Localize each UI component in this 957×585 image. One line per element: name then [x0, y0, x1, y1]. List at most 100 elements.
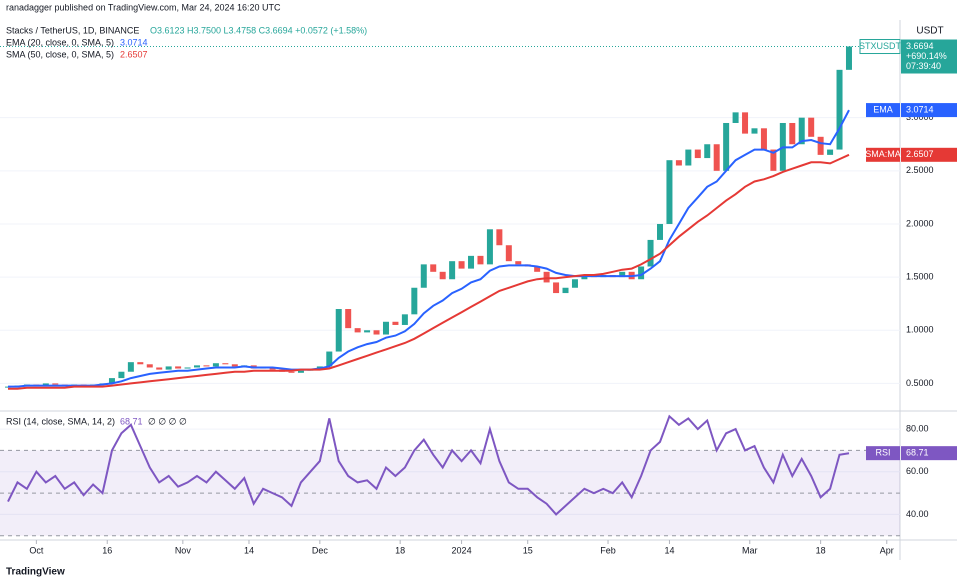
candle — [194, 365, 201, 368]
sma-tag-value-box — [901, 147, 957, 162]
candle — [449, 261, 456, 280]
candle — [42, 383, 49, 386]
candle — [477, 255, 484, 265]
candle — [657, 223, 663, 240]
sma-legend-value: 2.6507 — [120, 49, 148, 59]
line-series — [7, 414, 850, 516]
candle — [732, 112, 739, 123]
sma-tag-name: SMA:MA — [865, 149, 901, 159]
candle — [515, 261, 522, 265]
price-tag — [901, 39, 957, 74]
symbol-tag — [859, 39, 901, 55]
candle — [373, 330, 380, 335]
candle — [817, 136, 824, 155]
candle — [638, 266, 645, 280]
y-tick-label: 1.0000 — [906, 325, 934, 335]
candle — [553, 282, 560, 294]
candle — [430, 264, 437, 272]
candle — [789, 122, 796, 145]
candle — [685, 149, 692, 166]
candle — [288, 371, 295, 373]
candle — [231, 364, 238, 367]
candle — [222, 363, 229, 365]
candle — [836, 69, 843, 150]
candle — [798, 117, 805, 145]
x-tick-label: Nov — [175, 545, 192, 555]
candle — [401, 314, 408, 325]
candle — [486, 229, 493, 265]
rsi-tag-name-box — [866, 446, 900, 461]
candle — [269, 367, 276, 370]
y-tick-label: 1.5000 — [906, 271, 934, 281]
candle — [146, 364, 153, 368]
sma-tag-name-box — [866, 147, 900, 162]
rsi-tick-label: 40.00 — [906, 509, 929, 519]
publisher: ranadagger published on TradingView.com,… — [6, 2, 281, 12]
x-tick-label: 18 — [816, 545, 826, 555]
candle — [675, 160, 682, 166]
ohlc: O3.6123 H3.7500 L3.4758 C3.6694 +0.0572 … — [150, 25, 367, 35]
candle — [382, 321, 389, 335]
candle — [543, 271, 550, 283]
ema-legend-value: 3.0714 — [120, 37, 148, 47]
x-tick-label: 14 — [244, 545, 254, 555]
candle — [439, 271, 446, 280]
x-tick-label: Mar — [742, 545, 758, 555]
candle — [127, 362, 134, 372]
candle — [770, 149, 777, 171]
candle — [827, 149, 834, 155]
price-tag-value: 3.6694 — [906, 41, 934, 51]
ema-tag-value-box — [901, 103, 957, 118]
candle — [562, 287, 569, 294]
ema-legend: EMA (20, close, 0, SMA, 5) — [6, 37, 114, 47]
candle — [704, 144, 711, 159]
ema-tag-name: EMA — [873, 104, 893, 114]
candle — [760, 128, 767, 150]
y-tick-label: 2.0000 — [906, 218, 934, 228]
candle — [420, 264, 427, 288]
candle — [203, 365, 210, 367]
candle — [212, 363, 219, 367]
rsi-tick-label: 60.00 — [906, 466, 929, 476]
ema-tag-value: 3.0714 — [906, 104, 934, 114]
symbol: Stacks / TetherUS, 1D, BINANCE — [6, 25, 139, 35]
candle — [354, 328, 361, 333]
line-series — [8, 109, 850, 388]
x-tick-label: 2024 — [452, 545, 472, 555]
y-tick-label: 2.5000 — [906, 165, 934, 175]
candle — [175, 366, 182, 369]
rsi-tag-value-box — [901, 446, 957, 461]
rsi-legend-extra: ∅ ∅ ∅ ∅ — [148, 416, 187, 426]
rsi-legend: RSI (14, close, SMA, 14, 2) — [6, 416, 115, 426]
candle — [108, 378, 115, 384]
x-tick-label: 16 — [102, 545, 112, 555]
x-tick-label: Apr — [880, 545, 894, 555]
candle — [364, 330, 371, 333]
rsi-tick-label: 80.00 — [906, 423, 929, 433]
line-series — [8, 153, 850, 390]
sma-legend: SMA (50, close, 0, SMA, 5) — [6, 49, 114, 59]
x-tick-label: Oct — [29, 545, 44, 555]
candle — [647, 239, 654, 267]
candle — [723, 122, 730, 171]
candle — [137, 362, 144, 365]
ema-tag-name-box — [866, 103, 900, 118]
candle — [666, 160, 673, 224]
candle — [458, 261, 465, 269]
candle — [345, 309, 352, 329]
candle — [713, 144, 720, 171]
candle — [742, 112, 749, 134]
x-tick-label: Dec — [312, 545, 329, 555]
x-tick-label: 18 — [395, 545, 405, 555]
rsi-legend-value: 68.71 — [120, 416, 143, 426]
x-tick-label: 14 — [664, 545, 674, 555]
candle — [808, 117, 815, 137]
currency-label: USDT — [916, 26, 943, 37]
candle — [165, 366, 172, 370]
candle — [751, 128, 758, 134]
candle — [619, 271, 626, 278]
candle — [184, 367, 191, 369]
x-tick-label: 15 — [523, 545, 533, 555]
